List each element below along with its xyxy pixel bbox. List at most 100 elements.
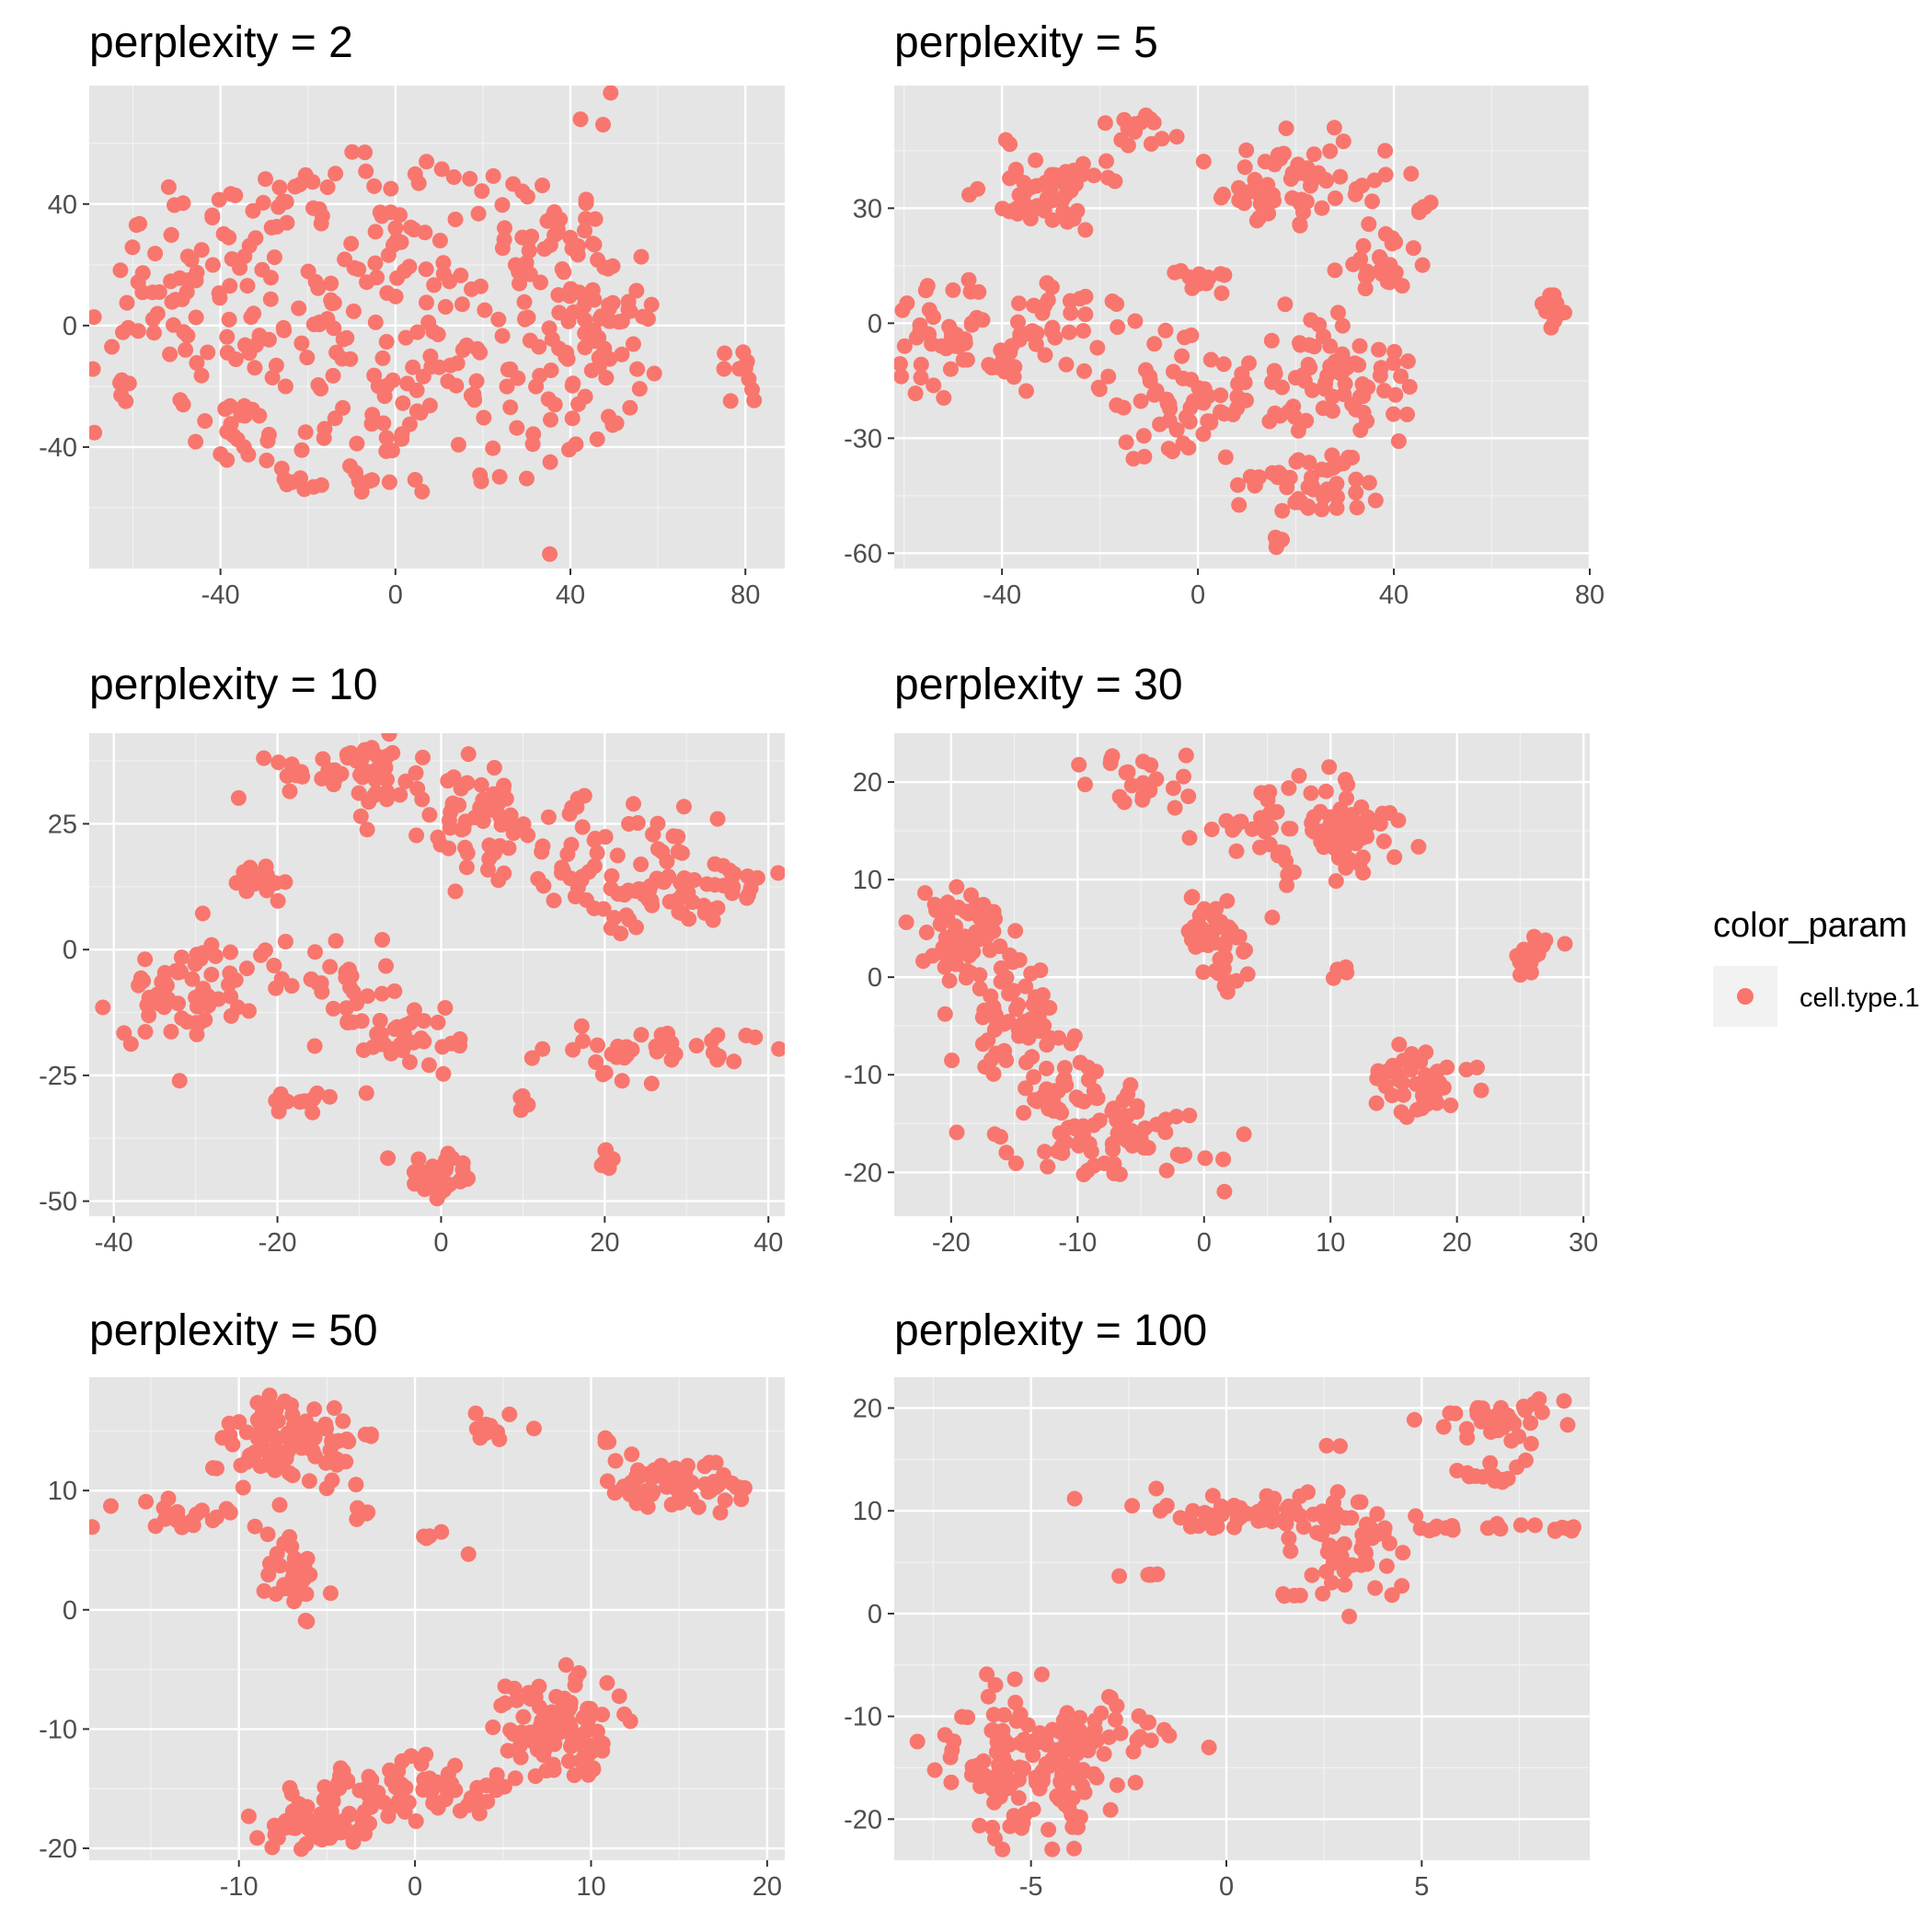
data-point <box>1379 1064 1396 1079</box>
data-point <box>434 1039 451 1055</box>
data-point <box>1148 771 1165 788</box>
data-point <box>1482 1455 1499 1471</box>
data-point <box>189 355 205 371</box>
data-point <box>690 1499 707 1515</box>
x-tick-label: -40 <box>201 581 240 610</box>
data-point <box>1018 978 1034 995</box>
data-point <box>1387 234 1404 250</box>
data-point <box>264 370 281 385</box>
data-point <box>741 371 757 387</box>
data-point <box>366 178 383 194</box>
data-point <box>297 1613 314 1628</box>
data-point <box>438 1159 454 1176</box>
data-point <box>306 1038 323 1054</box>
data-point <box>728 1479 744 1496</box>
data-point <box>650 815 666 832</box>
data-point <box>1167 264 1183 281</box>
data-point <box>1158 1498 1175 1513</box>
data-point <box>1408 1508 1424 1524</box>
data-point <box>707 856 723 872</box>
data-point <box>1336 1562 1352 1579</box>
data-point <box>577 388 593 405</box>
data-point <box>1100 368 1117 385</box>
data-point <box>603 86 619 101</box>
data-point <box>913 370 929 385</box>
data-point <box>278 1429 293 1445</box>
data-point <box>1098 153 1114 169</box>
data-point <box>696 1458 713 1475</box>
data-point <box>899 295 915 312</box>
data-point <box>378 334 395 350</box>
data-point <box>1364 193 1380 210</box>
data-point <box>1086 167 1102 184</box>
data-point <box>1044 212 1061 228</box>
data-point <box>435 266 452 282</box>
data-point <box>586 857 603 874</box>
data-point <box>372 1012 388 1029</box>
data-point <box>183 252 200 269</box>
data-point <box>1062 293 1078 309</box>
data-point <box>1077 222 1094 238</box>
data-point <box>932 915 949 932</box>
data-point <box>624 1446 640 1463</box>
data-point <box>466 810 483 825</box>
data-point <box>373 1026 389 1042</box>
data-point <box>560 1714 577 1731</box>
data-point <box>1195 426 1212 443</box>
data-point <box>942 361 959 377</box>
data-point <box>1317 171 1334 188</box>
data-point <box>361 1768 377 1785</box>
data-point <box>555 862 571 879</box>
data-point <box>279 1093 295 1110</box>
data-point <box>173 949 190 966</box>
data-point <box>1409 1101 1425 1118</box>
data-point <box>1264 374 1281 390</box>
data-point <box>1490 1519 1507 1535</box>
data-point <box>919 278 936 294</box>
data-point <box>449 355 466 372</box>
data-point <box>1118 434 1134 451</box>
data-point <box>314 983 330 1000</box>
data-point <box>247 360 263 376</box>
data-point <box>370 378 386 395</box>
data-point <box>435 1065 452 1082</box>
data-point <box>971 283 987 300</box>
data-point <box>1050 1144 1066 1159</box>
data-point <box>1091 1112 1108 1129</box>
data-point <box>1166 363 1181 380</box>
data-point <box>1172 1510 1189 1526</box>
data-point <box>1011 1759 1028 1776</box>
data-point <box>1390 812 1407 829</box>
data-point <box>263 219 280 236</box>
data-point <box>417 224 433 241</box>
data-point <box>1330 456 1347 473</box>
data-point <box>1059 213 1075 230</box>
data-point <box>660 1025 676 1041</box>
data-point <box>1041 1822 1057 1838</box>
data-point <box>223 1007 239 1024</box>
data-point <box>171 1073 188 1089</box>
data-point <box>1135 753 1151 770</box>
data-point <box>515 1708 532 1725</box>
data-point <box>345 303 362 319</box>
data-point <box>223 944 238 960</box>
data-point <box>747 1029 764 1045</box>
data-point <box>963 887 979 903</box>
data-point <box>204 207 221 224</box>
data-point <box>1135 428 1152 444</box>
data-point <box>1386 355 1402 372</box>
data-point <box>560 1753 577 1769</box>
x-tick-label: 80 <box>730 581 760 610</box>
data-point <box>1132 1729 1148 1745</box>
data-point <box>1311 316 1328 333</box>
data-point <box>116 1025 132 1041</box>
data-point <box>1183 270 1200 287</box>
legend-title: color_param <box>1713 906 1907 945</box>
data-point <box>1044 1751 1061 1767</box>
data-point <box>558 349 574 365</box>
data-point <box>587 831 604 846</box>
data-point <box>670 844 686 860</box>
data-point <box>419 154 435 170</box>
data-point <box>1332 1438 1348 1455</box>
data-point <box>607 1453 624 1469</box>
